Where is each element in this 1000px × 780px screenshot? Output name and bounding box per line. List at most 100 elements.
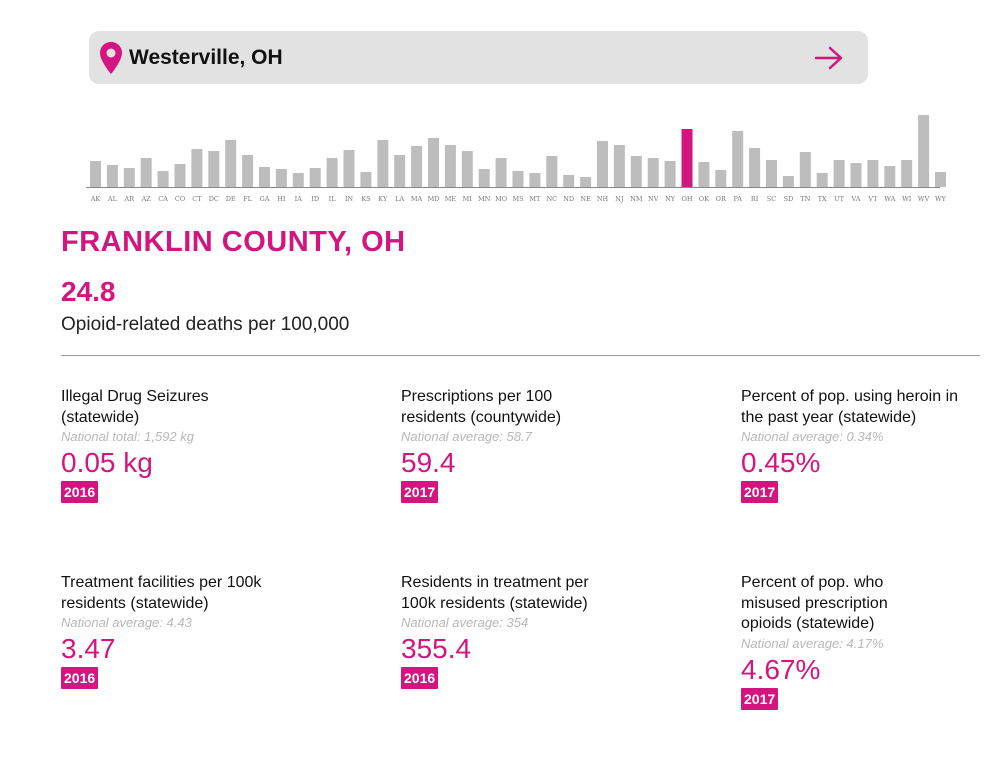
tick-label-nj: NJ xyxy=(615,195,624,203)
bar-wi[interactable] xyxy=(901,160,913,187)
tick-label-nm: NM xyxy=(630,195,643,203)
stat-title: Treatment facilities per 100k residents … xyxy=(61,574,262,612)
death-rate-value: 24.8 xyxy=(61,276,116,307)
bar-pa[interactable] xyxy=(732,131,744,187)
tick-label-de: DE xyxy=(226,195,236,203)
bar-fl[interactable] xyxy=(242,155,254,187)
bar-oh[interactable] xyxy=(681,129,693,187)
tick-label-mt: MT xyxy=(529,195,541,203)
bar-mo[interactable] xyxy=(495,158,507,187)
bar-nv[interactable] xyxy=(647,158,659,187)
stat-year-badge: 2017 xyxy=(741,687,779,710)
stat-value: 0.45% xyxy=(741,447,821,478)
section-divider xyxy=(61,355,980,356)
bar-ok[interactable] xyxy=(698,162,710,187)
bar-ri[interactable] xyxy=(749,148,761,187)
tick-label-wa: WA xyxy=(884,195,895,203)
stat-title: Residents in treatment per 100k resident… xyxy=(401,574,589,612)
stat-title: Percent of pop. who misused prescription… xyxy=(741,574,888,632)
bar-ar[interactable] xyxy=(123,168,135,187)
county-title: FRANKLIN COUNTY, OH xyxy=(61,226,406,258)
tick-label-pa: PA xyxy=(733,195,742,203)
stat-subtitle: National average: 0.34% xyxy=(741,429,884,444)
tick-label-me: ME xyxy=(445,195,457,203)
bar-ca[interactable] xyxy=(157,171,169,187)
tick-label-mo: MO xyxy=(495,195,507,203)
bar-me[interactable] xyxy=(444,145,456,187)
tick-label-co: CO xyxy=(175,195,185,203)
stat-prescriptions: Prescriptions per 100 residents (countyw… xyxy=(401,387,721,503)
tick-label-nh: NH xyxy=(597,195,609,203)
bar-nc[interactable] xyxy=(546,156,558,187)
stat-value: 4.67% xyxy=(741,653,821,685)
bar-ma[interactable] xyxy=(411,146,423,187)
bar-wa[interactable] xyxy=(884,166,896,187)
stat-value: 0.05 kg xyxy=(61,447,153,478)
tick-label-nd: ND xyxy=(563,195,574,203)
tick-label-il: IL xyxy=(329,195,337,203)
bar-nj[interactable] xyxy=(613,145,625,187)
bar-ny[interactable] xyxy=(664,161,676,187)
stat-title: Prescriptions per 100 residents (countyw… xyxy=(401,388,562,426)
bar-az[interactable] xyxy=(140,158,152,187)
death-rate-label: Opioid-related deaths per 100,000 xyxy=(61,314,350,335)
bar-ky[interactable] xyxy=(377,140,389,187)
bar-dc[interactable] xyxy=(208,151,220,187)
bar-in[interactable] xyxy=(343,150,355,187)
tick-label-wi: WI xyxy=(902,195,912,203)
bar-tx[interactable] xyxy=(816,173,828,187)
bar-il[interactable] xyxy=(326,158,338,187)
bar-md[interactable] xyxy=(428,138,439,187)
bar-mn[interactable] xyxy=(478,169,490,187)
stat-heroin-use: Percent of pop. using heroin in the past… xyxy=(741,387,1000,503)
bar-or[interactable] xyxy=(715,170,727,187)
tick-label-ok: OK xyxy=(699,195,709,203)
tick-label-al: AL xyxy=(107,195,118,203)
bar-va[interactable] xyxy=(850,163,862,187)
bar-nh[interactable] xyxy=(597,141,608,187)
stat-year-badge: 2016 xyxy=(61,481,99,503)
bar-wv[interactable] xyxy=(918,115,930,187)
bar-sd[interactable] xyxy=(782,176,794,187)
bar-tn[interactable] xyxy=(799,152,811,187)
tick-label-ri: RI xyxy=(751,195,759,203)
bar-id[interactable] xyxy=(309,168,321,187)
tick-label-ne: NE xyxy=(580,195,591,203)
bar-nd[interactable] xyxy=(563,175,575,187)
tick-label-va: VA xyxy=(851,195,861,203)
bar-ak[interactable] xyxy=(90,161,101,187)
stat-year-badge: 2016 xyxy=(61,667,99,689)
bar-la[interactable] xyxy=(394,155,406,187)
bar-hi[interactable] xyxy=(275,169,287,187)
bar-mi[interactable] xyxy=(461,151,473,187)
tick-label-id: ID xyxy=(311,195,319,203)
stat-treatment-facilities: Treatment facilities per 100k residents … xyxy=(61,573,381,689)
tick-label-wv: WV xyxy=(918,195,930,203)
bar-vt[interactable] xyxy=(867,160,879,187)
bar-nm[interactable] xyxy=(630,156,642,187)
tick-label-in: IN xyxy=(345,195,354,203)
bar-co[interactable] xyxy=(174,164,186,187)
bar-ga[interactable] xyxy=(259,167,270,187)
bar-ut[interactable] xyxy=(833,160,845,187)
location-search-input[interactable]: Westerville, OH xyxy=(129,46,283,69)
bar-sc[interactable] xyxy=(766,160,777,187)
tick-label-nv: NV xyxy=(648,195,659,203)
bar-mt[interactable] xyxy=(529,173,541,187)
location-search-bar[interactable]: Westerville, OH xyxy=(89,31,868,84)
bar-ct[interactable] xyxy=(191,149,203,187)
bar-ks[interactable] xyxy=(360,172,372,187)
stat-subtitle: National average: 4.17% xyxy=(741,635,884,651)
bar-ne[interactable] xyxy=(580,177,592,187)
stat-subtitle: National total: 1,592 kg xyxy=(61,429,194,444)
bar-al[interactable] xyxy=(106,165,118,187)
stat-year-badge: 2016 xyxy=(401,667,439,689)
tick-label-ma: MA xyxy=(411,195,423,203)
bar-ia[interactable] xyxy=(292,173,304,187)
map-pin-icon xyxy=(100,42,122,74)
bar-ms[interactable] xyxy=(512,171,524,187)
arrow-right-icon[interactable] xyxy=(814,45,844,71)
bar-wy[interactable] xyxy=(935,172,946,187)
tick-label-ak: AK xyxy=(90,195,101,203)
bar-de[interactable] xyxy=(225,140,237,187)
